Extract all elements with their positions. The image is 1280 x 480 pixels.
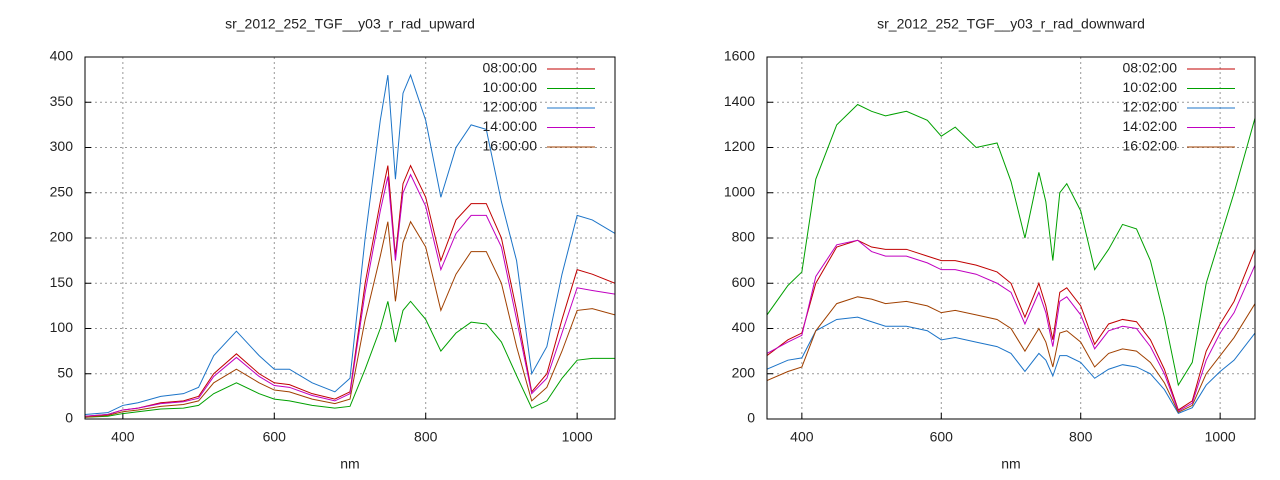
- legend-label: 08:02:00: [1123, 60, 1178, 76]
- plot-frame: [766, 56, 1256, 420]
- data-line: [767, 239, 1255, 412]
- legend-label: 10:02:00: [1123, 79, 1178, 95]
- x-axis-label: nm: [340, 456, 359, 472]
- y-tick-label: 400: [50, 48, 74, 64]
- legend-label: 14:00:00: [483, 118, 538, 134]
- y-tick-label: 400: [732, 319, 756, 335]
- y-tick-label: 300: [50, 138, 74, 154]
- y-tick-label: 0: [65, 410, 73, 426]
- data-line: [85, 164, 615, 417]
- y-tick-label: 800: [732, 229, 756, 245]
- data-line: [85, 173, 615, 417]
- y-tick-label: 350: [50, 93, 74, 109]
- y-tick-label: 1000: [724, 183, 755, 199]
- x-tick-label: 800: [1069, 429, 1093, 445]
- y-tick-label: 50: [57, 364, 73, 380]
- plot-frame: [84, 56, 616, 420]
- x-tick-label: 600: [263, 429, 287, 445]
- legend-label: 16:00:00: [483, 138, 538, 154]
- legend-label: 10:00:00: [483, 79, 538, 95]
- chart-title: sr_2012_252_TGF__y03_r_rad_upward: [225, 16, 475, 32]
- y-tick-label: 100: [50, 319, 74, 335]
- legend-label: 16:02:00: [1123, 138, 1178, 154]
- y-tick-label: 200: [50, 229, 74, 245]
- x-tick-label: 400: [790, 429, 814, 445]
- legend-label: 12:02:00: [1123, 99, 1178, 115]
- y-tick-label: 1600: [724, 48, 755, 64]
- x-tick-label: 1000: [1205, 429, 1236, 445]
- y-tick-label: 200: [732, 364, 756, 380]
- legend-label: 08:00:00: [483, 60, 538, 76]
- y-tick-label: 600: [732, 274, 756, 290]
- x-tick-label: 1000: [562, 429, 593, 445]
- data-line: [767, 296, 1255, 413]
- y-tick-label: 150: [50, 274, 74, 290]
- x-tick-label: 400: [111, 429, 135, 445]
- y-tick-label: 1400: [724, 93, 755, 109]
- data-line: [767, 103, 1255, 387]
- x-axis-label: nm: [1001, 456, 1020, 472]
- y-tick-label: 0: [747, 410, 755, 426]
- y-tick-label: 250: [50, 183, 74, 199]
- x-tick-label: 800: [414, 429, 438, 445]
- data-line: [767, 316, 1255, 414]
- data-line: [767, 239, 1255, 411]
- data-line: [85, 300, 615, 418]
- legend-label: 14:02:00: [1123, 118, 1178, 134]
- y-tick-label: 1200: [724, 138, 755, 154]
- legend-label: 12:00:00: [483, 99, 538, 115]
- x-tick-label: 600: [930, 429, 954, 445]
- chart-title: sr_2012_252_TGF__y03_r_rad_downward: [877, 16, 1145, 32]
- data-line: [85, 220, 615, 418]
- data-line: [85, 73, 615, 415]
